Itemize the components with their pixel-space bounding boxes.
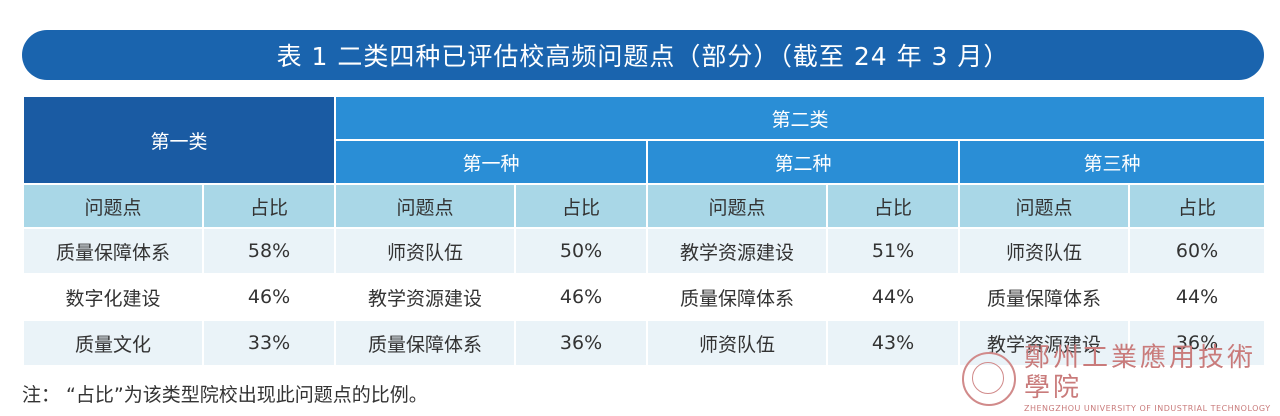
table-cell: 质量保障体系: [334, 319, 517, 367]
table-cell: 教学资源建设: [646, 227, 829, 275]
table-cell: 师资队伍: [646, 319, 829, 367]
column-header-problem: 问题点: [334, 183, 517, 229]
table-footnote: 注： “占比”为该类型院校出现此问题点的比例。: [22, 384, 428, 406]
table-cell: 44%: [1128, 273, 1267, 321]
table-cell: 46%: [201, 273, 337, 321]
table-cell: 数字化建设: [22, 273, 204, 321]
table-cell: 36%: [1128, 319, 1267, 367]
column-header-problem: 问题点: [646, 183, 829, 229]
table-cell: 43%: [826, 319, 961, 367]
table-title: 表 1 二类四种已评估校高频问题点（部分）（截至 24 年 3 月）: [276, 42, 1010, 71]
column-header-ratio: 占比: [201, 183, 337, 229]
university-seal-icon: [962, 352, 1016, 406]
table-cell: 教学资源建设: [334, 273, 517, 321]
type1-header: 第一类: [21, 95, 337, 185]
table-cell: 58%: [201, 227, 337, 275]
column-header-ratio: 占比: [826, 183, 961, 229]
column-header-ratio: 占比: [1128, 183, 1267, 229]
table-cell: 质量保障体系: [958, 273, 1131, 321]
table-cell: 质量保障体系: [22, 227, 204, 275]
type2-header: 第二类: [334, 95, 1267, 141]
table-cell: 36%: [514, 319, 649, 367]
table-cell: 33%: [201, 319, 337, 367]
university-name-en: ZHENGZHOU UNIVERSITY OF INDUSTRIAL TECHN…: [1024, 404, 1271, 413]
table-title-banner: 表 1 二类四种已评估校高频问题点（部分）（截至 24 年 3 月）: [22, 30, 1264, 80]
table-row: 质量文化 33% 质量保障体系 36% 师资队伍 43% 教学资源建设 36%: [22, 319, 1267, 367]
table-cell: 50%: [514, 227, 649, 275]
university-name-cn: 鄭州工業應用技術學院: [1024, 343, 1257, 403]
table-cell: 质量文化: [22, 319, 204, 367]
table-row: 数字化建设 46% 教学资源建设 46% 质量保障体系 44% 质量保障体系 4…: [22, 273, 1267, 321]
table-cell: 师资队伍: [958, 227, 1131, 275]
column-header-ratio: 占比: [514, 183, 649, 229]
problem-points-table: 第一类 第二类 第一种 第二种 第三种 问题点 占比 问题点 占比 问题点 占比…: [21, 95, 1267, 367]
table-cell: 师资队伍: [334, 227, 517, 275]
table-cell: 51%: [826, 227, 961, 275]
column-header-problem: 问题点: [22, 183, 204, 229]
table-row: 质量保障体系 58% 师资队伍 50% 教学资源建设 51% 师资队伍 60%: [22, 227, 1267, 275]
kind2-header: 第二种: [646, 139, 961, 185]
kind3-header: 第三种: [958, 139, 1267, 185]
table-cell: 质量保障体系: [646, 273, 829, 321]
column-header-problem: 问题点: [958, 183, 1131, 229]
table-cell: 60%: [1128, 227, 1267, 275]
table-cell: 46%: [514, 273, 649, 321]
table-cell: 44%: [826, 273, 961, 321]
university-logo: 鄭州工業應用技術學院 ZHENGZHOU UNIVERSITY OF INDUS…: [962, 343, 1274, 413]
kind1-header: 第一种: [334, 139, 649, 185]
